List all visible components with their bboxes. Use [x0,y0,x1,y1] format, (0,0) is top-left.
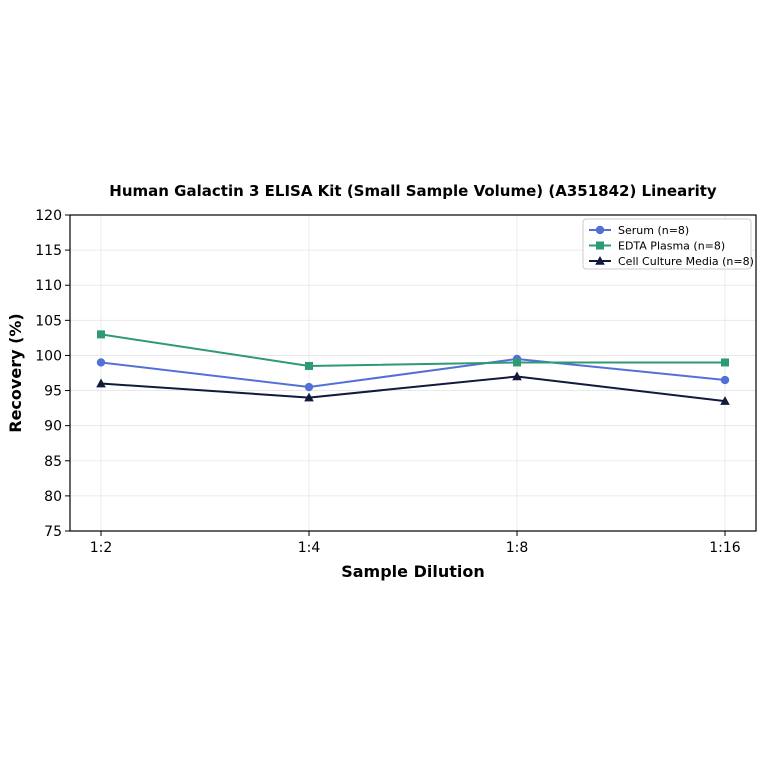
y-axis-label: Recovery (%) [6,313,25,432]
x-axis: 1:2 1:4 1:8 1:16 [90,531,741,556]
legend-item: Cell Culture Media (n=8) [589,255,754,268]
plot-area [69,214,757,532]
legend-label: Cell Culture Media (n=8) [618,255,754,268]
y-tick-label: 105 [35,313,62,329]
x-tick-label: 1:4 [298,540,321,556]
y-tick-label: 120 [35,208,62,224]
y-tick-label: 80 [44,489,62,505]
y-tick-label: 85 [44,454,62,470]
y-tick-label: 95 [44,384,62,400]
data-point [720,396,730,405]
data-point [96,358,106,367]
data-point [721,358,729,367]
series-3 [96,371,730,405]
y-tick-label: 100 [35,348,62,364]
x-tick-label: 1:2 [90,540,113,556]
legend-item: Serum (n=8) [589,224,689,237]
legend-marker [595,225,605,235]
legend-label: Serum (n=8) [618,224,689,237]
legend-marker [596,241,604,250]
data-point [513,358,521,367]
x-tick-label: 1:16 [709,540,741,556]
series-1 [96,354,730,392]
y-tick-label: 115 [35,243,62,259]
data-point [305,361,313,370]
data-point [97,330,105,339]
y-tick-label: 75 [44,524,62,540]
x-axis-label: Sample Dilution [341,562,485,581]
y-axis: 75 80 85 90 95 100 105 110 115 120 [35,208,70,540]
data-point [512,371,522,381]
x-tick-label: 1:8 [506,540,529,556]
data-point [304,382,314,392]
series-2 [97,330,729,370]
legend: Serum (n=8) EDTA Plasma (n=8) Cell Culture… [582,218,754,270]
data-point [304,392,314,402]
legend-marker [595,256,605,265]
series-layer [96,330,730,405]
series-line [100,375,726,403]
legend-label: EDTA Plasma (n=8) [618,240,725,253]
series-line [100,333,725,367]
data-point [720,375,730,385]
series-line [100,357,726,389]
y-tick-label: 110 [35,278,62,294]
y-tick-label: 90 [44,419,62,435]
data-point [96,378,106,388]
legend-box [582,218,752,270]
chart-title: Human Galactin 3 ELISA Kit (Small Sample… [109,182,717,200]
legend-item: EDTA Plasma (n=8) [589,240,725,253]
